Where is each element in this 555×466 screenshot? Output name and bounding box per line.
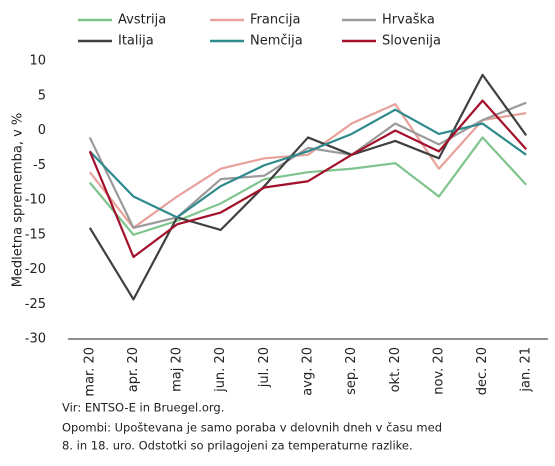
legend-label: Nemčija <box>250 34 303 49</box>
source: Vir: ENTSO-E in Bruegel.org. <box>62 401 224 415</box>
y-tick-label: 10 <box>29 54 46 69</box>
x-tick-label: mar. 20 <box>82 347 97 397</box>
series-line <box>88 102 527 229</box>
x-tick-label: maj 20 <box>170 347 185 392</box>
y-tick-label: -5 <box>33 158 46 173</box>
y-tick-label: 5 <box>38 88 46 103</box>
legend-label: Avstrija <box>118 13 166 28</box>
note-line: 8. in 18. uro. Odstotki so prilagojeni z… <box>62 439 413 453</box>
x-tick-label: dec. 20 <box>475 347 490 395</box>
series-line <box>89 108 527 219</box>
legend-label: Italija <box>118 34 154 49</box>
x-tick-label: okt. 20 <box>388 347 403 392</box>
legend-label: Slovenija <box>382 34 441 49</box>
y-tick-label: -25 <box>25 297 46 312</box>
x-tick-label: jul. 20 <box>257 347 272 388</box>
x-tick-label: jan. 21 <box>519 347 534 393</box>
y-tick-label: 0 <box>38 123 46 138</box>
x-tick-label: avg. 20 <box>301 347 316 396</box>
series-line <box>88 101 527 229</box>
series-line <box>88 99 528 259</box>
x-tick-label: jun. 20 <box>213 347 228 393</box>
y-tick-label: -20 <box>25 262 46 277</box>
note-line: Opombi: Upoštevana je samo poraba v delo… <box>62 421 442 435</box>
x-tick-label: nov. 20 <box>431 347 446 395</box>
y-axis-label: Medletna sprememba, v % <box>11 113 26 288</box>
x-tick-label: apr. 20 <box>126 347 141 392</box>
legend-label: Francija <box>250 13 300 28</box>
series-line <box>88 73 528 301</box>
legend-label: Hrvaška <box>382 13 435 28</box>
y-tick-label: -30 <box>25 332 46 347</box>
x-tick-label: sep. 20 <box>344 347 359 395</box>
series-line <box>88 136 527 236</box>
y-tick-label: -15 <box>25 227 46 242</box>
y-tick-label: -10 <box>25 193 46 208</box>
